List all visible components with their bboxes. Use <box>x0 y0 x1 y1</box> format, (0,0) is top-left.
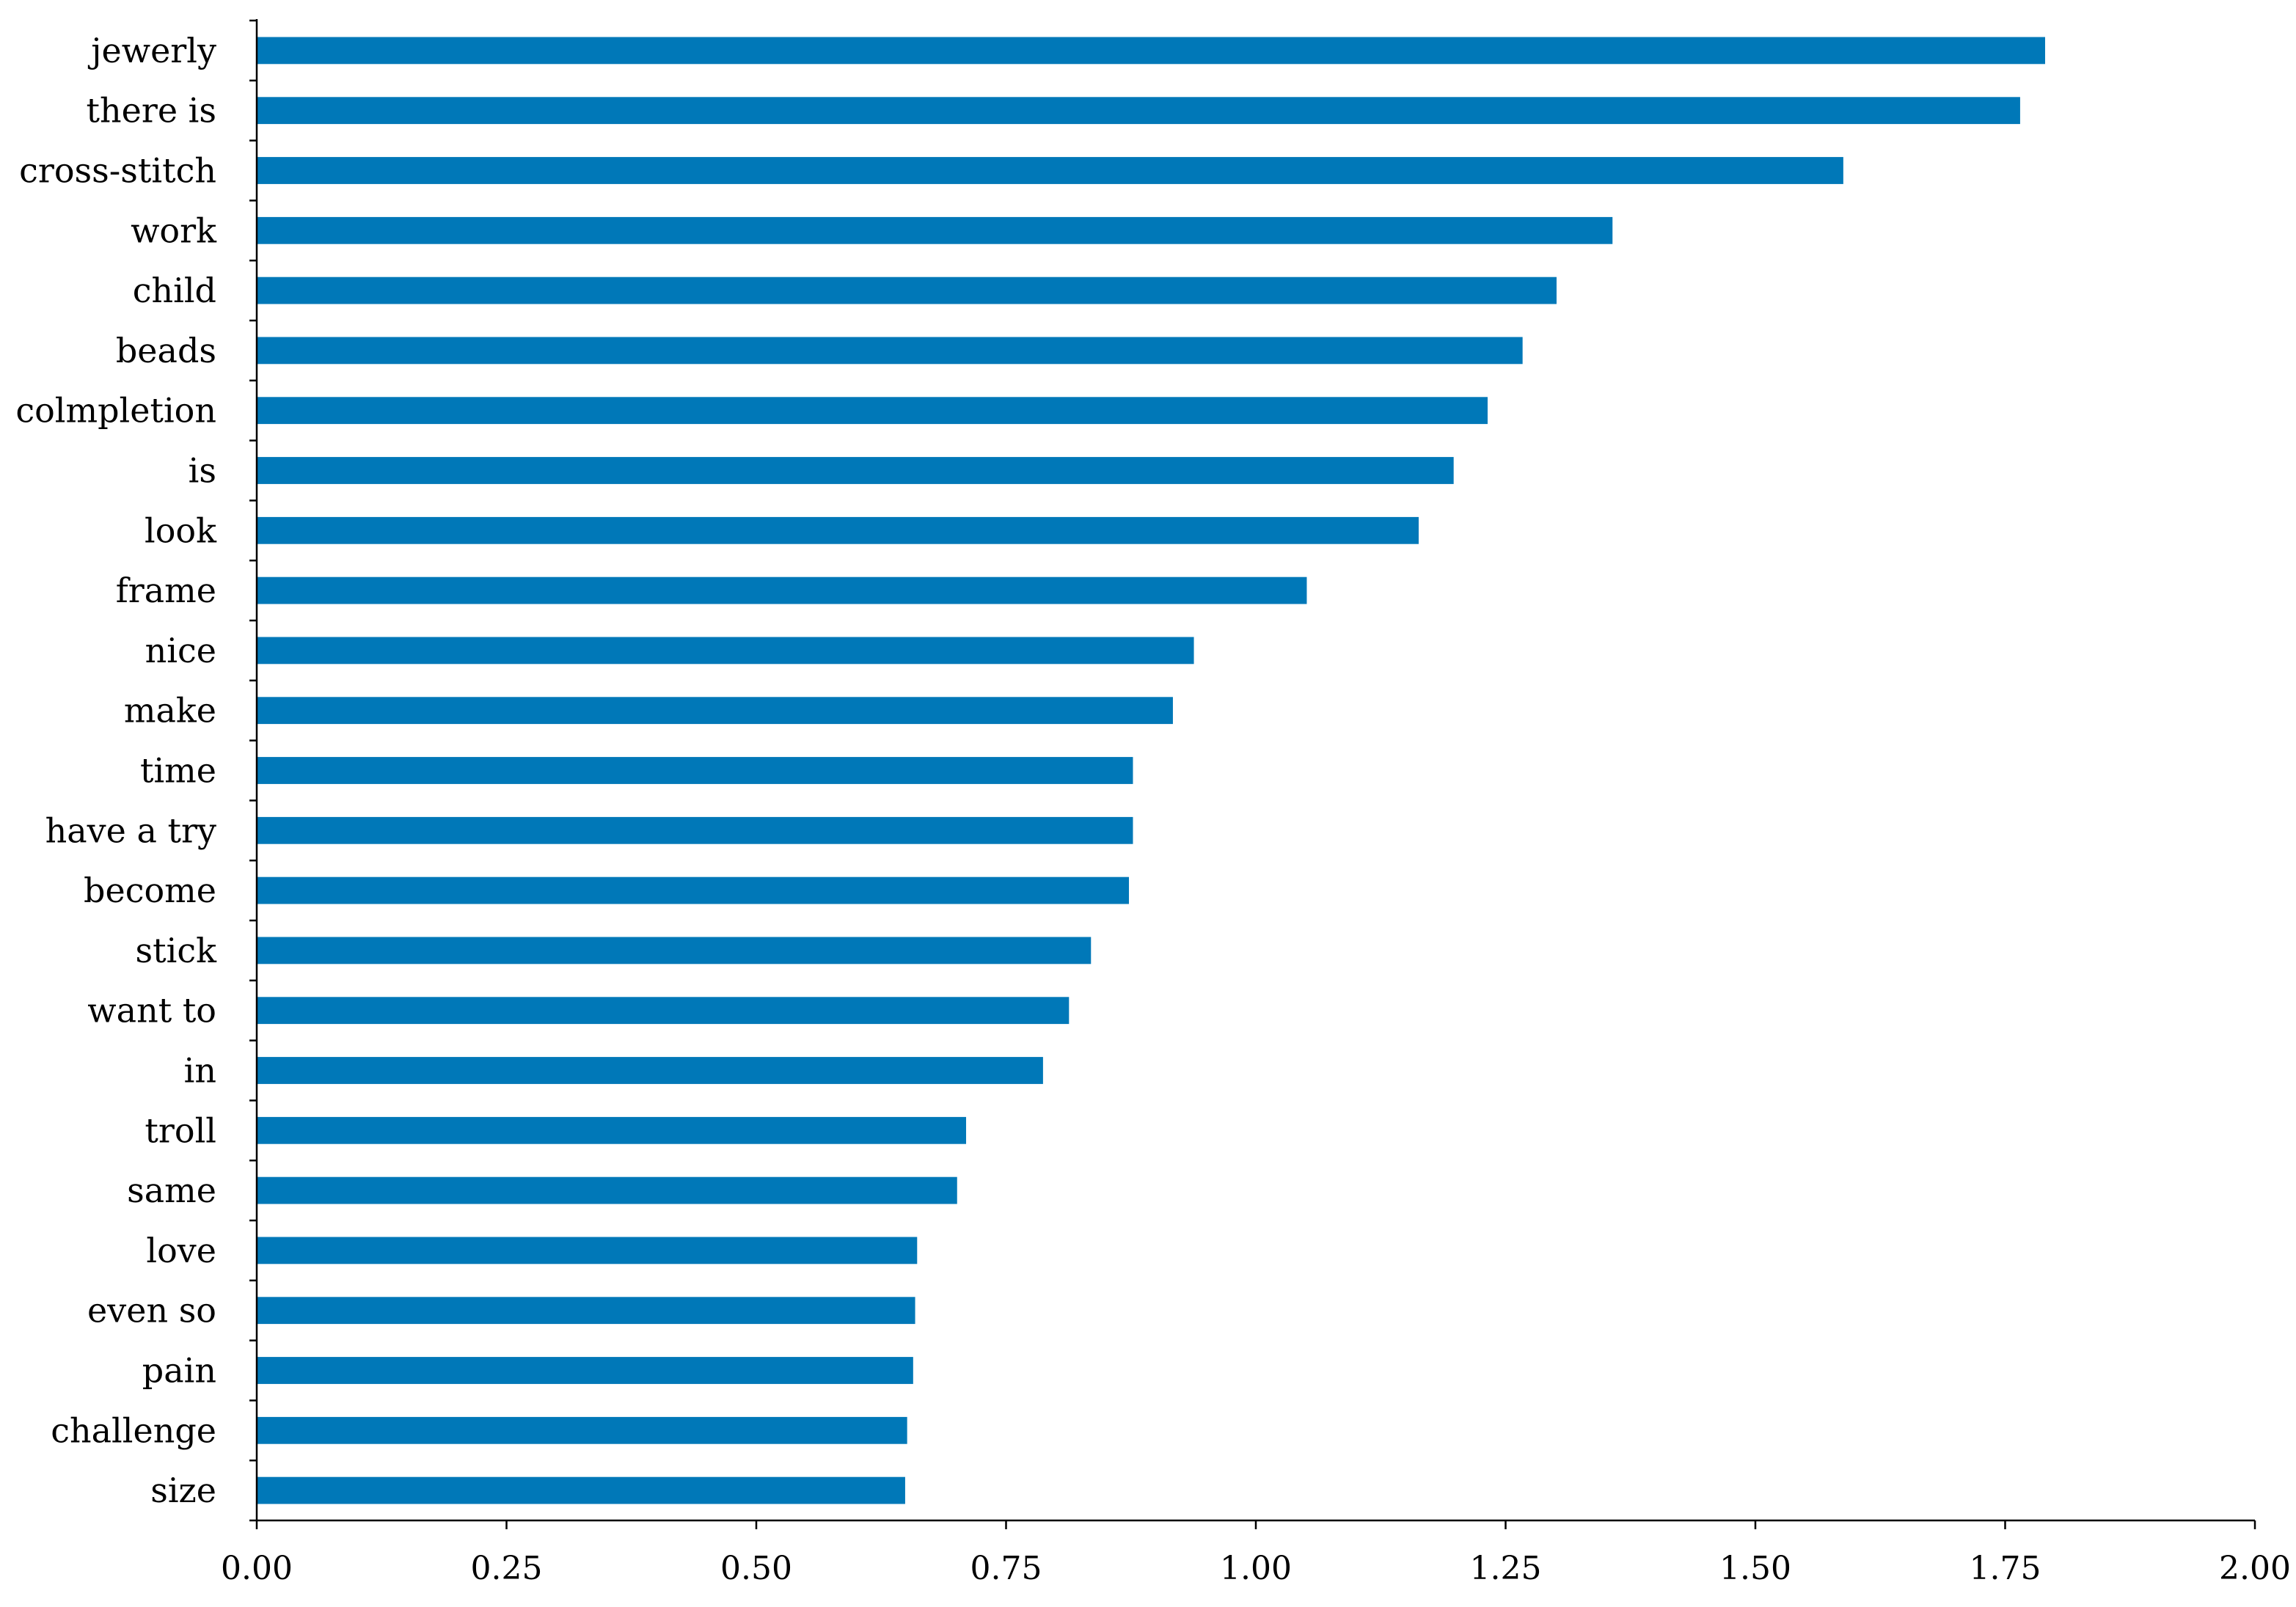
category-label: make <box>124 691 216 731</box>
bar-is <box>257 457 1454 484</box>
bar-stick <box>257 937 1092 964</box>
category-label: look <box>145 510 217 550</box>
bar-love <box>257 1237 918 1264</box>
x-tick-label: 2.00 <box>2219 1550 2291 1587</box>
bar-work <box>257 216 1613 244</box>
bar-frame <box>257 576 1307 604</box>
x-tick-label: 1.75 <box>1970 1550 2041 1587</box>
bar-child <box>257 277 1557 304</box>
x-tick-label: 0.50 <box>720 1550 792 1587</box>
bar-in <box>257 1057 1043 1084</box>
bar-size <box>257 1476 905 1504</box>
bar-want-to <box>257 997 1070 1025</box>
bar-there-is <box>257 97 2020 125</box>
bar-make <box>257 697 1173 725</box>
category-label: jewerly <box>87 31 216 70</box>
bar-cross-stitch <box>257 157 1843 184</box>
category-label: cross-stitch <box>19 151 216 191</box>
category-label: stick <box>136 931 218 970</box>
x-tick-label: 1.25 <box>1470 1550 1542 1587</box>
category-label: have a try <box>45 810 216 850</box>
bars-group <box>257 37 2045 1504</box>
x-tick-label: 0.00 <box>221 1550 293 1587</box>
category-label: want to <box>87 991 216 1031</box>
category-label: in <box>184 1051 216 1091</box>
bar-time <box>257 757 1133 784</box>
category-label: time <box>140 751 216 791</box>
bar-have-a-try <box>257 816 1133 844</box>
bar-same <box>257 1176 957 1204</box>
x-tick-label: 0.75 <box>970 1550 1042 1587</box>
bar-jewerly <box>257 37 2045 65</box>
bar-challenge <box>257 1416 907 1444</box>
category-labels: jewerly there is cross-stitch work child bead… <box>15 31 217 1510</box>
category-label: troll <box>145 1110 216 1150</box>
category-label: child <box>133 271 216 310</box>
bar-pain <box>257 1357 913 1384</box>
category-label: challenge <box>51 1410 216 1450</box>
bar-become <box>257 876 1130 904</box>
axes <box>249 19 2256 1529</box>
category-label: love <box>146 1231 216 1270</box>
category-label: pain <box>142 1351 216 1391</box>
bar-beads <box>257 337 1523 365</box>
category-label: colmpletion <box>15 391 216 431</box>
category-label: there is <box>87 91 217 131</box>
category-label: even so <box>87 1291 216 1330</box>
category-label: nice <box>145 631 216 670</box>
bar-colmpletion <box>257 397 1488 425</box>
category-label: same <box>127 1171 216 1210</box>
x-tick-label: 0.25 <box>471 1550 543 1587</box>
category-label: is <box>189 451 216 491</box>
bar-even-so <box>257 1297 915 1325</box>
x-tick-label: 1.00 <box>1220 1550 1292 1587</box>
category-label: frame <box>116 571 216 610</box>
category-label: beads <box>116 331 216 370</box>
x-tick-labels: 0.00 0.25 0.50 0.75 1.00 1.25 1.50 1.75 2.00 <box>221 1550 2291 1587</box>
bar-nice <box>257 637 1194 665</box>
bar-look <box>257 516 1419 544</box>
category-label: work <box>131 211 217 250</box>
x-tick-label: 1.50 <box>1719 1550 1791 1587</box>
bar-troll <box>257 1116 967 1144</box>
category-label: size <box>150 1471 216 1510</box>
category-label: become <box>84 871 216 910</box>
